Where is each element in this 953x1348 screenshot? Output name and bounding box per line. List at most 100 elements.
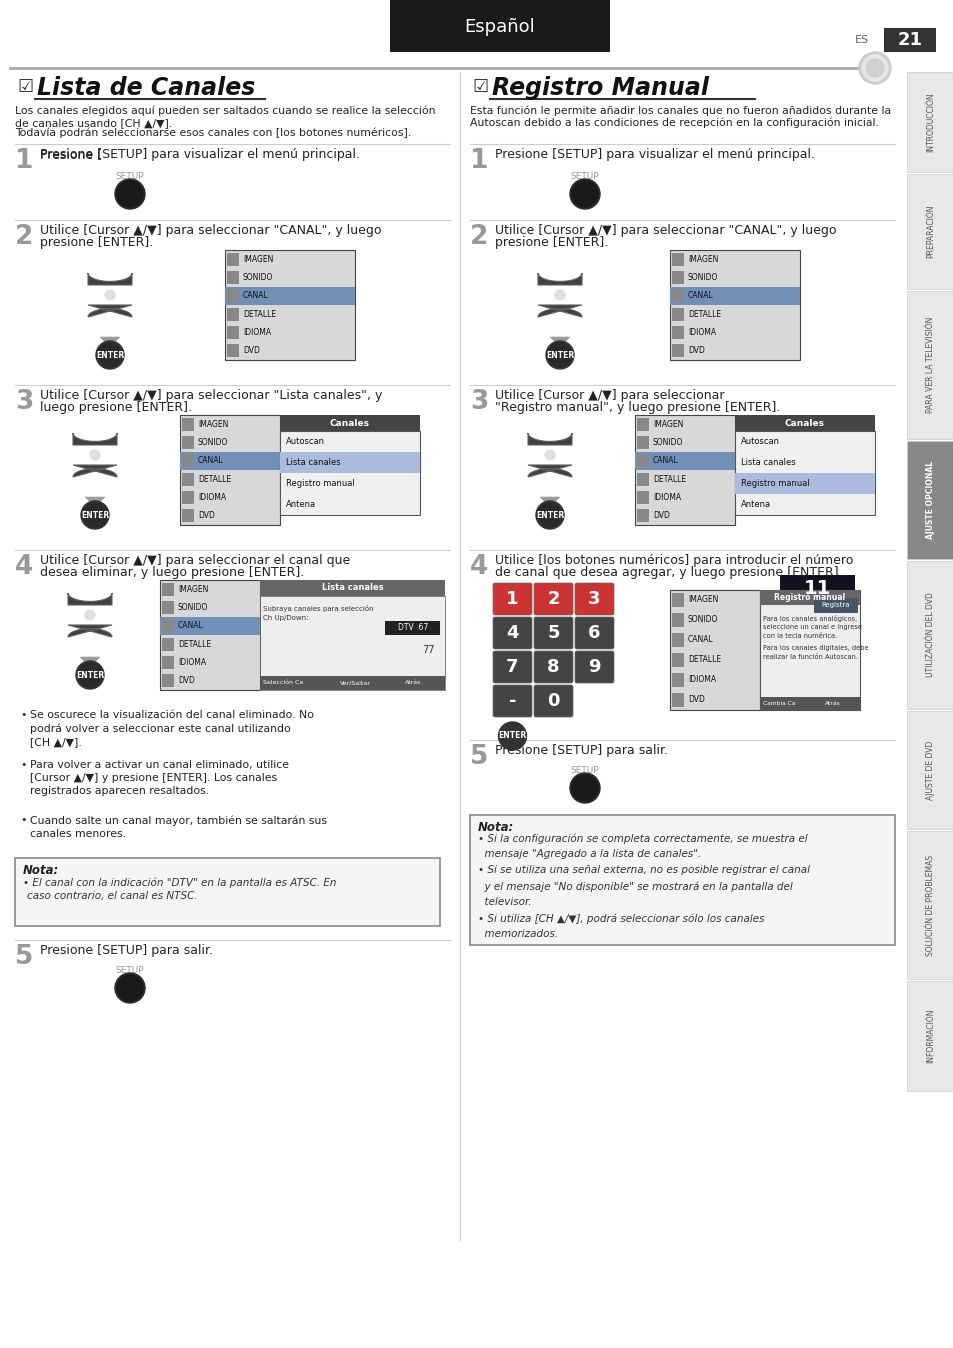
Polygon shape bbox=[73, 433, 117, 445]
Text: Registra: Registra bbox=[821, 603, 849, 608]
Text: IDIOMA: IDIOMA bbox=[243, 328, 271, 337]
Text: DETALLE: DETALLE bbox=[687, 655, 720, 665]
FancyBboxPatch shape bbox=[575, 651, 614, 683]
Text: • Si se utiliza una señal externa, no es posible registrar el canal: • Si se utiliza una señal externa, no es… bbox=[477, 865, 809, 875]
Text: Presione [SETUP] para salir.: Presione [SETUP] para salir. bbox=[40, 944, 213, 957]
Polygon shape bbox=[73, 465, 117, 477]
FancyBboxPatch shape bbox=[534, 651, 573, 683]
FancyBboxPatch shape bbox=[671, 693, 683, 706]
FancyBboxPatch shape bbox=[906, 441, 953, 559]
Text: Español: Español bbox=[464, 18, 535, 36]
Text: SONIDO: SONIDO bbox=[652, 438, 682, 448]
Text: luego presione [ENTER].: luego presione [ENTER]. bbox=[40, 400, 192, 414]
Polygon shape bbox=[539, 497, 559, 507]
Text: ENTER: ENTER bbox=[497, 732, 526, 740]
Text: ☑: ☑ bbox=[472, 78, 488, 96]
Circle shape bbox=[862, 55, 887, 81]
Text: CANAL: CANAL bbox=[652, 457, 678, 465]
Text: • El canal con la indicación "DTV" en la pantalla es ATSC. En: • El canal con la indicación "DTV" en la… bbox=[23, 878, 336, 888]
Text: SONIDO: SONIDO bbox=[198, 438, 228, 448]
Text: Presione [SETUP] para salir.: Presione [SETUP] para salir. bbox=[495, 744, 667, 758]
FancyBboxPatch shape bbox=[227, 253, 239, 266]
Text: 0: 0 bbox=[547, 692, 559, 710]
FancyBboxPatch shape bbox=[493, 651, 532, 683]
FancyBboxPatch shape bbox=[15, 857, 439, 926]
Text: DVD: DVD bbox=[198, 511, 214, 520]
Circle shape bbox=[572, 181, 598, 208]
Text: DTV  67: DTV 67 bbox=[397, 624, 428, 632]
Text: 9: 9 bbox=[588, 658, 600, 675]
FancyBboxPatch shape bbox=[493, 582, 532, 615]
Text: Lista canales: Lista canales bbox=[740, 458, 795, 466]
FancyBboxPatch shape bbox=[470, 816, 894, 945]
Text: SETUP: SETUP bbox=[115, 967, 144, 975]
Text: DETALLE: DETALLE bbox=[652, 474, 685, 484]
Text: IMAGEN: IMAGEN bbox=[652, 419, 682, 429]
Circle shape bbox=[547, 342, 572, 367]
FancyBboxPatch shape bbox=[227, 271, 239, 284]
Text: PARA VER LA TELEVISIÓN: PARA VER LA TELEVISIÓN bbox=[925, 317, 934, 414]
Text: IDIOMA: IDIOMA bbox=[652, 493, 680, 501]
FancyBboxPatch shape bbox=[182, 454, 193, 468]
Text: SOLUCIÓN DE PROBLEMAS: SOLUCIÓN DE PROBLEMAS bbox=[925, 855, 934, 956]
Text: •: • bbox=[20, 710, 27, 720]
FancyBboxPatch shape bbox=[385, 621, 439, 635]
Text: 77: 77 bbox=[422, 644, 435, 655]
FancyBboxPatch shape bbox=[260, 580, 444, 596]
Polygon shape bbox=[88, 274, 132, 284]
Circle shape bbox=[536, 501, 563, 528]
FancyBboxPatch shape bbox=[637, 437, 648, 449]
Circle shape bbox=[537, 503, 561, 527]
Text: IDIOMA: IDIOMA bbox=[687, 675, 716, 685]
Text: DETALLE: DETALLE bbox=[687, 310, 720, 318]
Text: Subraya canales para selección: Subraya canales para selección bbox=[263, 605, 374, 612]
Text: Esta función le permite añadir los canales que no fueron añadidos durante la: Esta función le permite añadir los canal… bbox=[470, 106, 890, 116]
FancyBboxPatch shape bbox=[260, 596, 444, 690]
FancyBboxPatch shape bbox=[734, 415, 874, 431]
Circle shape bbox=[569, 179, 599, 209]
FancyBboxPatch shape bbox=[671, 307, 683, 321]
Text: Para los canales digitales, debe: Para los canales digitales, debe bbox=[762, 644, 868, 651]
FancyBboxPatch shape bbox=[534, 617, 573, 648]
FancyBboxPatch shape bbox=[637, 418, 648, 430]
FancyBboxPatch shape bbox=[906, 830, 953, 979]
Text: Atrás: Atrás bbox=[405, 681, 421, 686]
Text: 5: 5 bbox=[15, 944, 33, 971]
FancyBboxPatch shape bbox=[162, 656, 173, 669]
Text: PREPARACIÓN: PREPARACIÓN bbox=[925, 205, 934, 259]
FancyBboxPatch shape bbox=[575, 582, 614, 615]
FancyBboxPatch shape bbox=[493, 685, 532, 717]
Text: Canales: Canales bbox=[784, 418, 824, 427]
FancyBboxPatch shape bbox=[734, 431, 874, 515]
FancyBboxPatch shape bbox=[669, 287, 800, 305]
Text: realizar la función Autoscan.: realizar la función Autoscan. bbox=[762, 654, 857, 661]
Text: 5: 5 bbox=[547, 624, 559, 642]
FancyBboxPatch shape bbox=[635, 452, 734, 470]
Text: DVD: DVD bbox=[652, 511, 669, 520]
FancyBboxPatch shape bbox=[671, 652, 683, 667]
Circle shape bbox=[117, 975, 143, 1002]
Text: IDIOMA: IDIOMA bbox=[687, 328, 716, 337]
FancyBboxPatch shape bbox=[637, 491, 648, 504]
Text: Ch Up/Down:: Ch Up/Down: bbox=[263, 615, 308, 621]
Text: SONIDO: SONIDO bbox=[687, 274, 718, 282]
FancyBboxPatch shape bbox=[227, 290, 239, 302]
Polygon shape bbox=[80, 656, 100, 667]
Text: CANAL: CANAL bbox=[198, 457, 224, 465]
Text: Cuando salte un canal mayor, también se saltarán sus
canales menores.: Cuando salte un canal mayor, también se … bbox=[30, 816, 327, 838]
Text: 5: 5 bbox=[470, 744, 488, 770]
Text: AJUSTE DE DVD: AJUSTE DE DVD bbox=[925, 740, 934, 799]
FancyBboxPatch shape bbox=[162, 601, 173, 613]
Text: DVD: DVD bbox=[687, 696, 704, 705]
Text: DVD: DVD bbox=[687, 346, 704, 356]
FancyBboxPatch shape bbox=[671, 593, 683, 607]
Text: 7: 7 bbox=[506, 658, 518, 675]
Text: UTILIZACIÓN DEL DVD: UTILIZACIÓN DEL DVD bbox=[925, 593, 934, 678]
Text: Utilice [Cursor ▲/▼] para seleccionar "Lista canales", y: Utilice [Cursor ▲/▼] para seleccionar "L… bbox=[40, 390, 382, 402]
Text: IMAGEN: IMAGEN bbox=[198, 419, 228, 429]
Text: 4: 4 bbox=[506, 624, 518, 642]
Polygon shape bbox=[68, 625, 112, 638]
FancyBboxPatch shape bbox=[671, 290, 683, 302]
FancyBboxPatch shape bbox=[734, 473, 874, 493]
Text: de canal que desea agregar, y luego presione [ENTER].: de canal que desea agregar, y luego pres… bbox=[495, 566, 841, 580]
